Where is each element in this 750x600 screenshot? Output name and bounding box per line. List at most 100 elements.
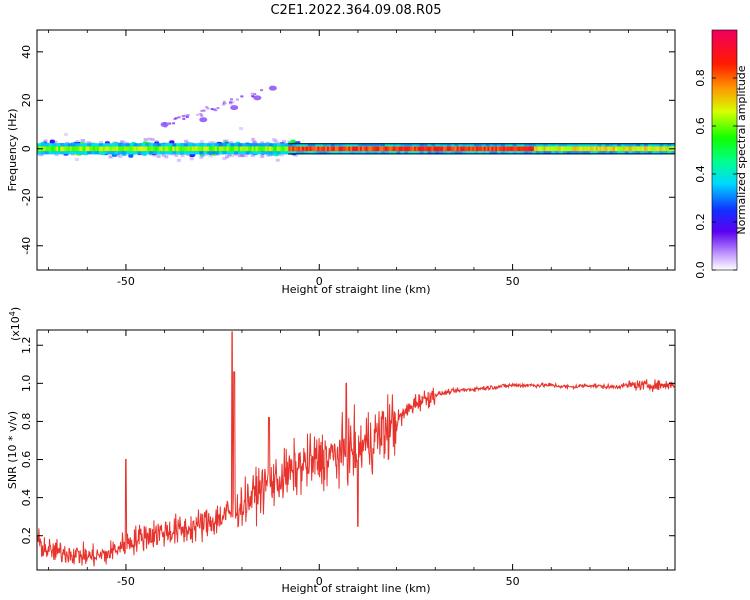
signal-band-cell: [336, 146, 339, 152]
snr-marks: [37, 331, 675, 567]
signal-band-edge: [249, 143, 254, 147]
signal-band-edge: [431, 151, 436, 155]
signal-band-cell: [386, 146, 390, 152]
signal-band-cell: [539, 146, 542, 152]
colorbar-gradient: [712, 30, 737, 270]
signal-band-cell: [209, 146, 212, 152]
signal-band-edge: [446, 151, 452, 155]
signal-band-edge: [454, 151, 459, 155]
signal-band-edge: [659, 151, 664, 155]
signal-band-cell: [566, 146, 569, 152]
signal-band-cell: [102, 146, 105, 152]
signal-band-edge: [245, 151, 250, 155]
signal-band-cell: [178, 146, 181, 152]
signal-band-edge: [516, 143, 521, 147]
signal-band-edge: [361, 151, 366, 155]
signal-band-edge: [330, 151, 336, 155]
signal-band-cell: [352, 146, 355, 152]
signal-band-cell: [44, 146, 47, 152]
colorbar: 0.0 0.2 0.4 0.6 0.8 Normalized spectral ampl…: [694, 29, 748, 279]
signal-band-edge: [261, 151, 266, 155]
signal-band-edge: [102, 143, 107, 147]
signal-band-cell: [423, 146, 426, 152]
signal-band-cell: [125, 146, 129, 152]
signal-band-cell: [104, 146, 107, 152]
signal-band-cell: [162, 146, 165, 152]
signal-band-edge: [79, 143, 84, 147]
signal-band-cell: [520, 146, 523, 152]
signal-band-cell: [147, 146, 150, 152]
signal-band-edge: [67, 143, 73, 147]
signal-band-cell: [240, 146, 243, 152]
signal-band-cell: [541, 146, 544, 152]
signal-band-edge: [489, 143, 494, 147]
signal-band-edge: [187, 151, 192, 155]
signal-band-edge: [60, 143, 65, 147]
signal-band-edge: [578, 143, 583, 147]
signal-band-cell: [557, 146, 560, 152]
signal-band-edge: [307, 143, 312, 147]
signal-band-edge: [71, 151, 76, 155]
signal-band-cell: [348, 146, 351, 152]
signal-band-cell: [620, 146, 624, 152]
heatmap-cell: [43, 139, 48, 143]
signal-band-cell: [234, 146, 237, 152]
signal-band-edge: [346, 143, 351, 147]
signal-band-cell: [634, 146, 637, 152]
signal-band-cell: [350, 146, 353, 152]
signal-band-edge: [454, 143, 459, 147]
signal-band-edge: [671, 143, 675, 147]
signal-band-cell: [259, 146, 262, 152]
signal-band-cell: [212, 146, 216, 152]
signal-band-cell: [491, 146, 494, 152]
signal-band-edge: [67, 151, 73, 155]
signal-band-edge: [64, 143, 69, 147]
signal-band-cell: [354, 146, 357, 152]
signal-band-cell: [330, 146, 334, 152]
signal-band-edge: [64, 151, 69, 155]
signal-band-edge: [574, 143, 579, 147]
signal-band-cell: [64, 146, 67, 152]
trace-blob: [229, 98, 233, 101]
heatmap-cell: [251, 137, 256, 141]
heatmap-cell: [222, 139, 227, 143]
signal-band-edge: [531, 151, 537, 155]
signal-band-edge: [319, 143, 324, 147]
signal-band-edge: [578, 151, 583, 155]
x-tick-label: -50: [117, 275, 135, 288]
signal-band-cell: [661, 146, 664, 152]
signal-band-cell: [584, 146, 587, 152]
signal-band-cell: [106, 146, 109, 152]
trace-blob: [230, 105, 239, 111]
signal-band-cell: [564, 146, 568, 152]
signal-band-edge: [501, 151, 506, 155]
signal-band-edge: [365, 143, 370, 147]
signal-band-edge: [415, 151, 421, 155]
y-tick-label: 0.6: [20, 451, 33, 469]
signal-band-cell: [185, 146, 189, 152]
signal-band-cell: [414, 146, 417, 152]
signal-band-cell: [183, 146, 187, 152]
signal-band-cell: [466, 146, 469, 152]
signal-band-edge: [620, 151, 626, 155]
signal-band-cell: [547, 146, 550, 152]
heatmap-cell: [280, 153, 285, 157]
signal-band-cell: [319, 146, 322, 152]
trace-blob: [185, 116, 189, 119]
signal-band-edge: [350, 143, 355, 147]
signal-band-edge: [539, 151, 544, 155]
signal-band-cell: [506, 146, 510, 152]
signal-band-cell: [632, 146, 635, 152]
signal-band-cell: [499, 146, 502, 152]
signal-band-edge: [620, 143, 626, 147]
signal-band-cell: [328, 146, 332, 152]
signal-band-cell: [481, 146, 484, 152]
signal-band-edge: [466, 143, 471, 147]
signal-band-edge: [593, 143, 598, 147]
signal-band-edge: [617, 143, 622, 147]
signal-band-cell: [69, 146, 73, 152]
signal-band-cell: [483, 146, 486, 152]
signal-band-cell: [501, 146, 504, 152]
signal-band-cell: [269, 146, 272, 152]
signal-band-edge: [207, 143, 212, 147]
